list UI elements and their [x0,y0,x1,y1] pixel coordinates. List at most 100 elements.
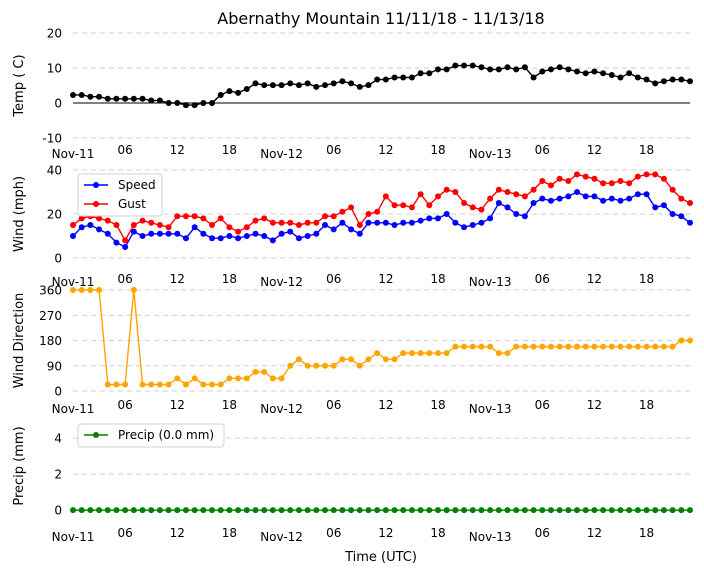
data-point [330,226,337,233]
data-point [400,202,407,209]
data-point [156,222,163,228]
data-point [235,228,242,235]
legend-swatch-marker [93,432,99,438]
data-point [313,507,320,514]
data-point [513,211,520,217]
x-tick-label: 18 [639,398,654,412]
data-point [434,215,441,222]
data-point [78,215,85,222]
data-point [130,228,137,235]
data-point [634,507,641,514]
data-point [313,362,320,369]
data-point [156,507,163,514]
data-point [374,208,381,215]
data-point [70,233,76,239]
data-point [652,204,659,211]
data-point [295,82,302,89]
data-point [504,64,511,71]
series-gust [70,171,693,244]
data-point [70,91,76,98]
x-tick-label: 18 [430,272,445,286]
data-point [652,171,659,178]
data-point [643,507,650,514]
data-point [426,215,433,222]
data-point [174,213,181,220]
data-point [600,197,607,204]
data-point [217,215,224,222]
data-point [687,78,693,85]
data-point [217,91,224,98]
x-tick-label: 18 [222,526,237,540]
data-point [400,74,407,81]
x-tick-label: 06 [326,143,341,157]
data-point [191,102,198,109]
data-point [191,213,198,220]
data-point [130,95,137,102]
data-point [565,343,572,350]
data-point [322,362,329,369]
x-tick-label: 06 [535,398,550,412]
data-point [547,507,554,514]
y-axis-label: Temp ( C) [12,54,27,117]
data-point [582,193,589,200]
legend-entry: Gust [118,197,146,211]
data-point [278,82,285,89]
data-point [600,343,607,350]
data-point [617,178,624,184]
data-point [330,507,337,514]
data-point [678,337,685,344]
data-point [539,507,546,514]
data-point [626,343,633,350]
x-tick-label: 06 [535,526,550,540]
data-point [322,213,329,220]
x-tick-label: 06 [118,143,133,157]
data-point [313,230,320,237]
panel-1: -10 0 10 20 Temp ( C) Nov-11 06 12 18 Nov-12 06 12 1… [12,27,693,161]
data-point [200,230,207,237]
data-point [582,343,589,350]
data-point [339,219,346,226]
data-point [660,78,667,85]
data-point [304,80,311,87]
data-point [391,356,398,363]
data-point [652,343,659,350]
data-point [287,362,294,369]
data-point [322,222,329,228]
data-point [261,233,268,239]
data-point [565,178,572,184]
data-point [122,95,129,102]
data-point [478,64,485,71]
data-point [122,237,129,244]
data-point [478,206,485,213]
data-point [643,191,650,198]
data-point [165,507,172,514]
data-point [104,217,111,224]
x-tick-label: 06 [118,526,133,540]
data-point [417,217,424,224]
data-point [348,204,355,211]
data-point [600,507,607,514]
data-point [278,507,285,514]
data-point [365,356,372,363]
data-point [469,204,476,211]
data-point [521,343,528,350]
data-point [70,507,76,514]
data-point [348,356,355,363]
data-point [295,507,302,514]
data-point [504,350,511,357]
y-tick-label: 180 [39,334,62,348]
data-point [87,507,94,514]
data-point [295,222,302,228]
data-point [96,226,103,233]
x-axis-label: Time (UTC) [344,550,417,565]
data-point [217,235,224,242]
data-point [487,507,494,514]
data-point [591,193,598,200]
data-point [356,83,363,90]
data-point [269,219,276,226]
data-point [226,224,233,231]
legend-entry: Precip (0.0 mm) [118,428,214,442]
data-point [408,350,415,357]
data-point [122,381,129,388]
